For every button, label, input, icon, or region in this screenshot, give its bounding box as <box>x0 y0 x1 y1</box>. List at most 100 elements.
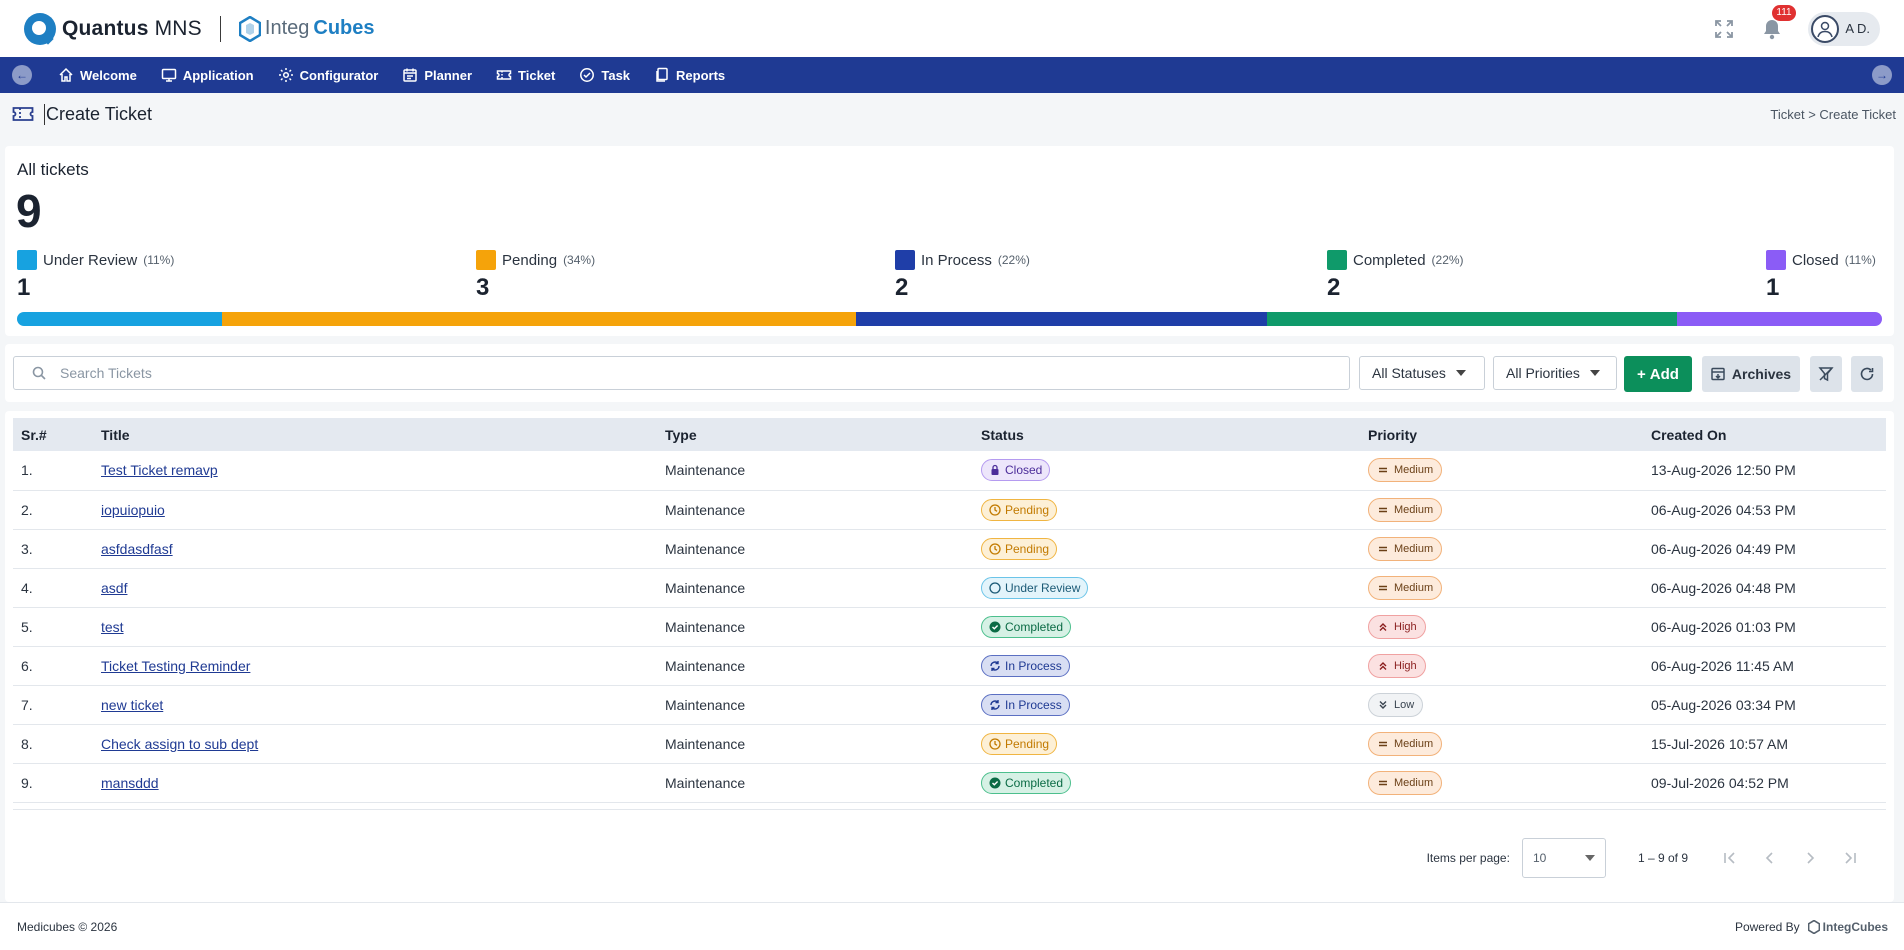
summary-total: 9 <box>16 185 42 237</box>
nav-item-planner[interactable]: Planner <box>402 67 472 83</box>
cell-sr: 5. <box>21 618 33 635</box>
stat-in-process: In Process (22%) 2 <box>895 250 1030 302</box>
first-page-icon <box>1724 852 1735 864</box>
refresh-button[interactable] <box>1851 356 1883 392</box>
col-header-status[interactable]: Status <box>981 426 1024 443</box>
status-color-swatch <box>17 250 37 270</box>
col-header-type[interactable]: Type <box>665 426 697 443</box>
status-label: Completed <box>1005 775 1064 790</box>
cell-created-on: 13-Aug-2026 12:50 PM <box>1651 462 1796 479</box>
sync-icon <box>989 699 1001 711</box>
nav-item-task[interactable]: Task <box>579 67 630 83</box>
table-row[interactable]: 6. Ticket Testing Reminder Maintenance In P… <box>13 646 1886 685</box>
next-page-button[interactable] <box>1790 838 1830 878</box>
last-page-button[interactable] <box>1830 838 1870 878</box>
table-row[interactable]: 9. mansddd Maintenance Completed Medium 09-Ju… <box>13 763 1886 802</box>
add-ticket-button[interactable]: + Add <box>1624 356 1692 392</box>
table-row[interactable]: 2. iopuiopuio Maintenance Pending Medium 06-A… <box>13 490 1886 529</box>
table-row[interactable]: 3. asfdasdfasf Maintenance Pending Medium 06-… <box>13 529 1886 568</box>
table-row[interactable]: 4. asdf Maintenance Under Review Medium 06-Au… <box>13 568 1886 607</box>
nav-label: Ticket <box>518 67 556 83</box>
cell-status: In Process <box>973 646 1360 685</box>
clock-icon <box>989 737 1001 750</box>
nav-label: Application <box>182 67 254 83</box>
quantus-logo[interactable]: Quantus MNS <box>24 12 202 45</box>
cell-status: In Process <box>973 685 1360 724</box>
add-label: Add <box>1649 365 1679 383</box>
col-header-title[interactable]: Title <box>101 426 130 443</box>
cell-title: Ticket Testing Reminder <box>93 646 657 685</box>
ticket-title-link[interactable]: Ticket Testing Reminder <box>101 657 251 674</box>
search-box[interactable] <box>13 356 1350 390</box>
stat-pending: Pending (34%) 3 <box>476 250 595 302</box>
cell-title: Check assign to sub dept <box>93 724 657 763</box>
nav-scroll-left-icon[interactable]: ← <box>12 65 32 85</box>
stat-name: Closed <box>1792 251 1839 269</box>
integcubes-footer-logo: IntegCubes <box>1807 919 1888 934</box>
cell-sr: 4. <box>21 579 33 596</box>
nav-item-welcome[interactable]: Welcome <box>58 67 137 83</box>
cell-type: Maintenance <box>665 774 746 791</box>
copyright-text: Medicubes © 2026 <box>17 919 118 934</box>
nav-scroll-right-icon[interactable]: → <box>1872 65 1892 85</box>
ticket-title-link[interactable]: new ticket <box>101 696 164 713</box>
priority-badge: Medium <box>1368 458 1443 483</box>
nav-item-reports[interactable]: Reports <box>654 67 725 83</box>
clear-filter-button[interactable] <box>1810 356 1842 392</box>
ticket-title-link[interactable]: test <box>101 618 124 635</box>
ticket-title-link[interactable]: Test Ticket remavp <box>101 462 218 479</box>
ticket-title-link[interactable]: mansddd <box>101 774 159 791</box>
stat-count: 2 <box>895 274 909 301</box>
table-row[interactable]: 7. new ticket Maintenance In Process Low 05-A… <box>13 685 1886 724</box>
ticket-title-link[interactable]: asfdasdfasf <box>101 540 173 557</box>
cell-status: Completed <box>973 763 1360 802</box>
nav-item-application[interactable]: Application <box>161 67 254 83</box>
nav-item-ticket[interactable]: Ticket <box>496 67 555 83</box>
cell-created-on: 06-Aug-2026 01:03 PM <box>1651 618 1796 635</box>
cell-created-on: 05-Aug-2026 03:34 PM <box>1651 696 1796 713</box>
fullscreen-icon[interactable] <box>1712 17 1736 41</box>
chevron-down-icon <box>1584 855 1595 861</box>
status-filter-select[interactable]: All Statuses <box>1359 356 1485 390</box>
priority-label: Medium <box>1394 542 1434 555</box>
user-menu[interactable]: A D. <box>1808 11 1880 46</box>
col-header-priority[interactable]: Priority <box>1368 426 1418 443</box>
check-circle-icon <box>580 68 595 82</box>
powered-by-label: Powered By <box>1734 919 1800 934</box>
cell-type: Maintenance <box>665 657 746 674</box>
cell-type: Maintenance <box>665 462 746 479</box>
ticket-title-link[interactable]: Check assign to sub dept <box>101 735 259 752</box>
status-badge: Pending <box>981 537 1058 560</box>
nav-item-configurator[interactable]: Configurator <box>278 67 378 83</box>
integcubes-hex-icon <box>1807 919 1820 934</box>
status-badge: Pending <box>981 498 1058 521</box>
col-header-created-on[interactable]: Created On <box>1651 426 1727 443</box>
status-badge: Pending <box>981 732 1058 755</box>
breadcrumb: Ticket > Create Ticket <box>1770 106 1896 122</box>
notification-bell-icon[interactable]: 111 <box>1760 4 1796 41</box>
cell-title: asdf <box>93 568 657 607</box>
previous-page-button[interactable] <box>1750 838 1790 878</box>
stat-name: In Process <box>921 251 992 269</box>
cell-status: Closed <box>973 451 1360 490</box>
table-row[interactable]: 1. Test Ticket remavp Maintenance Closed Med… <box>13 451 1886 490</box>
table-row[interactable]: 8. Check assign to sub dept Maintenance Pen… <box>13 724 1886 763</box>
status-label: Pending <box>1005 541 1050 556</box>
cell-status: Completed <box>973 607 1360 646</box>
user-initials: A D. <box>1845 21 1870 36</box>
archives-button[interactable]: Archives <box>1702 356 1800 392</box>
col-header-sr[interactable]: Sr.# <box>21 426 47 443</box>
integcubes-text-a: Integ <box>264 17 310 39</box>
integcubes-hex-icon <box>238 15 262 42</box>
search-input[interactable] <box>60 365 1260 381</box>
calendar-icon <box>403 68 418 82</box>
cell-status: Pending <box>973 529 1360 568</box>
first-page-button[interactable] <box>1710 838 1750 878</box>
chevron-left-icon <box>1765 852 1773 864</box>
items-per-page-select[interactable]: 10 <box>1521 838 1606 878</box>
ticket-title-link[interactable]: asdf <box>101 579 128 596</box>
ticket-title-link[interactable]: iopuiopuio <box>101 501 165 518</box>
priority-filter-select[interactable]: All Priorities <box>1493 356 1617 390</box>
table-row[interactable]: 5. test Maintenance Completed High 06-Aug-202… <box>13 607 1886 646</box>
gear-icon <box>278 68 293 82</box>
